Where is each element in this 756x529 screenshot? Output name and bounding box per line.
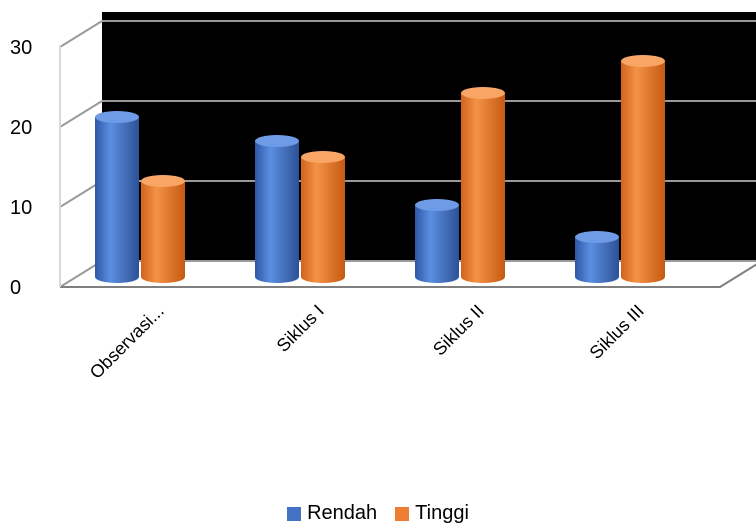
bar-top-tinggi-1 (301, 151, 345, 163)
gridline-side-20 (59, 100, 103, 128)
bar-top-rendah-1 (255, 135, 299, 147)
bar-top-rendah-0 (95, 111, 139, 123)
x-axis-line (60, 263, 756, 288)
bar-tinggi-0 (141, 181, 185, 283)
legend: Rendah Tinggi (0, 502, 756, 525)
bar-top-rendah-2 (415, 199, 459, 211)
bars (95, 55, 665, 283)
bar-top-tinggi-2 (461, 87, 505, 99)
bar-top-tinggi-0 (141, 175, 185, 187)
y-tick-label: 30 (10, 37, 32, 59)
legend-swatch-tinggi (395, 506, 410, 521)
legend-item-rendah: Rendah (287, 502, 377, 525)
axis (59, 45, 756, 288)
bar-rendah-0 (95, 117, 139, 283)
y-tick-label: 10 (10, 197, 32, 219)
bar-rendah-3 (575, 237, 619, 283)
x-category-label: Siklus III (586, 301, 648, 363)
bar-tinggi-2 (461, 93, 505, 283)
bar-tinggi-3 (621, 61, 665, 283)
legend-label-rendah: Rendah (307, 502, 378, 524)
y-tick-label: 20 (10, 117, 32, 139)
y-tick-label: 0 (10, 277, 21, 299)
x-category-label: Siklus I (273, 301, 328, 356)
legend-swatch-rendah (287, 506, 302, 521)
legend-item-tinggi: Tinggi (395, 502, 469, 525)
bar-top-tinggi-3 (621, 55, 665, 67)
gridline-side-30 (59, 20, 103, 48)
bar-rendah-2 (415, 205, 459, 283)
bar-tinggi-1 (301, 157, 345, 283)
x-category-label: Observasi... (86, 301, 168, 383)
legend-label-tinggi: Tinggi (415, 502, 469, 524)
x-category-label: Siklus II (429, 301, 488, 360)
bar-top-rendah-3 (575, 231, 619, 243)
bar-rendah-1 (255, 141, 299, 283)
